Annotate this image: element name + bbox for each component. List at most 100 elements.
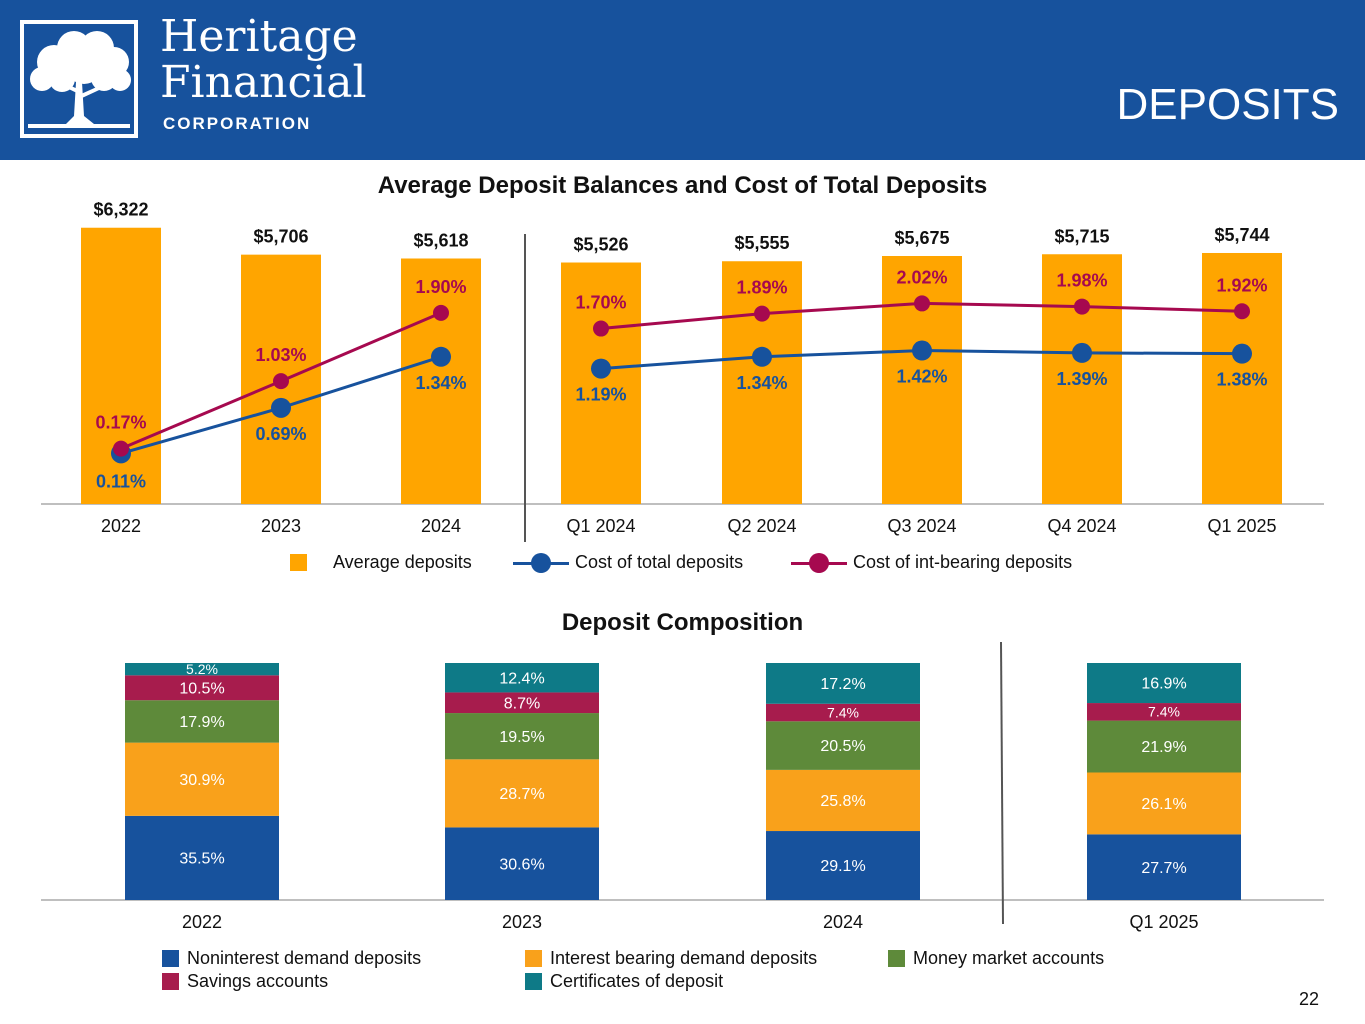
logo-line-corporation: CORPORATION (163, 114, 312, 133)
segment-data-label: 27.7% (1141, 860, 1186, 877)
header-banner: Heritage Financial CORPORATION DEPOSITS (0, 0, 1365, 160)
tree-logo-icon (20, 20, 138, 138)
x-tick-label: Q1 2025 (1129, 912, 1198, 932)
bar-value-label: $5,715 (1054, 226, 1109, 246)
cost-int-bearing-data-label: 1.98% (1056, 271, 1107, 291)
segment-data-label: 7.4% (1148, 704, 1180, 720)
segment-data-label: 28.7% (499, 786, 544, 803)
page-title: DEPOSITS (1116, 80, 1340, 129)
segment-data-label: 21.9% (1141, 739, 1186, 756)
cost-total-deposits-point (912, 340, 932, 361)
legend-label-savings-accounts: Savings accounts (187, 971, 329, 991)
cost-int-bearing-point (433, 304, 449, 321)
legend-cost-int-bearing: Cost of int-bearing deposits (791, 552, 1072, 573)
segment-interest-bearing-demand-deposits (1087, 772, 1241, 835)
legend-label-cost-total: Cost of total deposits (575, 552, 744, 572)
x-tick-label: Q4 2024 (1047, 516, 1116, 536)
bar-average-deposits (561, 262, 641, 504)
legend-swatch-interest-bearing-demand (525, 950, 542, 967)
x-tick-label: Q1 2024 (566, 516, 635, 536)
cost-total-data-label: 0.11% (96, 471, 146, 491)
legend-swatch-average-deposits (290, 554, 307, 571)
segment-data-label: 20.5% (820, 738, 865, 755)
legend-label-certificates-of-deposit: Certificates of deposit (550, 971, 724, 991)
cost-total-data-label: 0.69% (255, 424, 306, 444)
cost-total-data-label: 1.42% (896, 367, 947, 387)
bar-average-deposits (1202, 252, 1282, 504)
legend-money-market: Money market accounts (888, 948, 1104, 969)
cost-total-data-label: 1.38% (1216, 370, 1267, 390)
cost-total-deposits-point (1232, 343, 1252, 364)
cost-int-bearing-data-label: 1.92% (1216, 275, 1267, 295)
legend-swatch-noninterest-demand (162, 950, 179, 967)
segment-interest-bearing-demand-deposits (125, 742, 279, 816)
legend-average-deposits: Average deposits (290, 552, 472, 573)
bar-value-label: $5,675 (894, 228, 949, 248)
segment-money-market-accounts (445, 713, 599, 760)
legend-label-money-market: Money market accounts (913, 948, 1105, 968)
segment-data-label: 30.9% (179, 772, 224, 789)
segment-savings-accounts (445, 692, 599, 714)
segment-data-label: 25.8% (820, 793, 865, 810)
legend-label-interest-bearing-demand: Interest bearing demand deposits (550, 948, 818, 968)
chart2-legend: Noninterest demand deposits Interest bea… (0, 948, 1365, 1008)
chart2-period-divider (1000, 641, 1004, 925)
cost-total-data-label: 1.19% (575, 385, 626, 405)
bar-value-label: $6,322 (93, 200, 148, 220)
bar-value-label: $5,555 (734, 233, 789, 253)
x-tick-label: 2022 (101, 516, 141, 536)
segment-data-label: 26.1% (1141, 796, 1186, 813)
bar-average-deposits (1042, 254, 1122, 504)
cost-int-bearing-data-label: 1.89% (736, 278, 787, 298)
segment-noninterest-demand-deposits (445, 827, 599, 900)
bar-average-deposits (722, 261, 802, 504)
segment-certificates-of-deposit (1087, 663, 1241, 704)
segment-data-label: 19.5% (499, 729, 544, 746)
segment-money-market-accounts (125, 700, 279, 743)
cost-int-bearing-data-label: 2.02% (896, 267, 947, 287)
logo-line-heritage: Heritage (160, 11, 358, 62)
cost-int-bearing-point (914, 295, 930, 312)
cost-int-bearing-point (1074, 298, 1090, 315)
legend-noninterest-demand: Noninterest demand deposits (162, 948, 421, 969)
cost-total-deposits-point (752, 346, 772, 367)
cost-total-data-label: 1.34% (415, 373, 466, 393)
segment-data-label: 35.5% (179, 851, 224, 868)
segment-noninterest-demand-deposits (125, 815, 279, 900)
logo-line-financial: Financial (160, 57, 367, 108)
legend-cost-total-deposits: Cost of total deposits (513, 552, 743, 573)
page-number: 22 (1298, 989, 1319, 1009)
x-tick-label: 2023 (261, 516, 301, 536)
chart1-title: Average Deposit Balances and Cost of Tot… (377, 172, 988, 199)
x-tick-label: 2022 (182, 912, 222, 932)
legend-label-average-deposits: Average deposits (333, 552, 472, 572)
cost-int-bearing-point (1234, 303, 1250, 320)
cost-int-bearing-data-label: 1.70% (575, 293, 626, 313)
x-tick-label: Q2 2024 (727, 516, 796, 536)
cost-int-bearing-point (273, 373, 289, 390)
segment-certificates-of-deposit (125, 663, 279, 676)
cost-total-data-label: 1.39% (1056, 369, 1107, 389)
segment-data-label: 5.2% (186, 661, 218, 677)
legend-marker-cost-total (513, 552, 569, 573)
company-logo: Heritage Financial CORPORATION (160, 14, 367, 134)
segment-savings-accounts (766, 703, 920, 722)
segment-certificates-of-deposit (445, 663, 599, 693)
bar-value-label: $5,618 (413, 230, 468, 250)
legend-interest-bearing-demand: Interest bearing demand deposits (525, 948, 817, 969)
bar-average-deposits (401, 258, 481, 504)
legend-swatch-money-market (888, 950, 905, 967)
chart2-title: Deposit Composition (561, 609, 804, 636)
segment-data-label: 10.5% (179, 680, 224, 697)
segment-savings-accounts (125, 675, 279, 701)
legend-certificates-of-deposit: Certificates of deposit (525, 971, 723, 992)
cost-int-bearing-point (593, 320, 609, 337)
segment-noninterest-demand-deposits (1087, 834, 1241, 900)
bar-value-label: $5,706 (253, 227, 308, 247)
cost-total-deposits-point (431, 346, 451, 367)
legend-label-noninterest-demand: Noninterest demand deposits (187, 948, 422, 968)
cost-int-bearing-point (754, 305, 770, 322)
cost-total-deposits-point (1072, 342, 1092, 363)
cost-int-bearing-point (113, 440, 129, 457)
cost-int-bearing-data-label: 0.17% (95, 413, 146, 433)
